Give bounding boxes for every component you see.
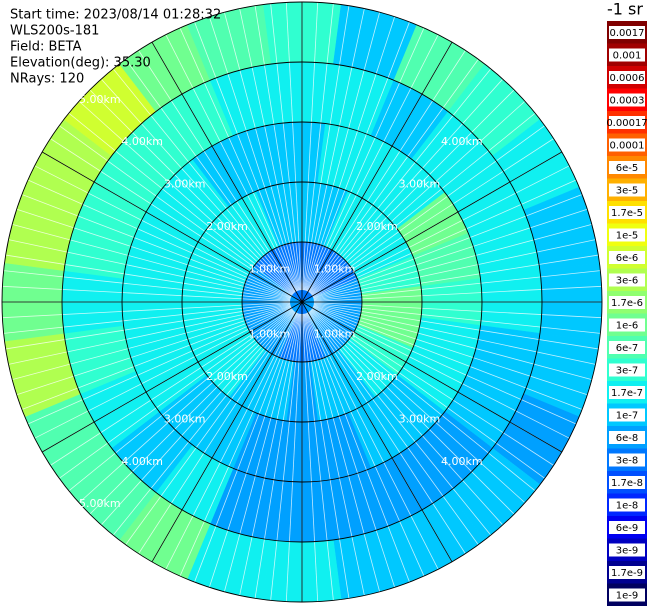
header-line: Field: BETA <box>10 40 82 55</box>
colorbar-label-box <box>609 363 645 377</box>
range-ring-label: 1.00km <box>249 262 291 275</box>
colorbar-label-box <box>609 228 645 242</box>
range-ring-label: 3.00km <box>164 178 206 191</box>
colorbar-label-box <box>609 408 645 422</box>
field <box>1 1 603 603</box>
range-ring <box>121 121 483 483</box>
colorbar-label-box <box>609 296 645 309</box>
range-ring-label: 2.00km <box>356 370 398 383</box>
colorbar-label: 1.7e-8 <box>611 478 643 489</box>
range-ring-label: 5.00km <box>79 93 121 106</box>
colorbar-label-box <box>609 386 645 399</box>
colorbar-label-box <box>609 161 645 174</box>
header-line: Start time: 2023/08/14 01:28:32 <box>10 8 221 23</box>
colorbar-label: 0.0017 <box>610 28 645 39</box>
colorbar-label: 1.7e-5 <box>611 208 643 219</box>
colorbar-label-box <box>609 71 645 84</box>
range-ring-label: 2.00km <box>356 220 398 233</box>
range-ring-label: 4.00km <box>121 135 163 148</box>
colorbar-label: 3e-6 <box>616 276 639 287</box>
colorbar-label: 1e-7 <box>616 411 639 422</box>
colorbar-label: 1e-8 <box>616 501 639 512</box>
header-line: NRays: 120 <box>10 72 84 87</box>
colorbar-label-box <box>609 318 645 332</box>
colorbar-label-box <box>609 116 645 129</box>
colorbar-label: 3e-5 <box>616 186 639 197</box>
colorbar-label-box <box>609 588 645 602</box>
range-ring <box>241 241 363 363</box>
range-ring-label: 2.00km <box>206 370 248 383</box>
header-line: Elevation(deg): 35.30 <box>10 56 151 71</box>
colorbar-label-box <box>609 341 645 354</box>
colorbar-label-box <box>609 183 645 197</box>
range-ring <box>181 181 423 423</box>
spoke <box>301 151 563 303</box>
colorbar-label-box <box>609 521 645 534</box>
colorbar-label: 6e-9 <box>616 523 639 534</box>
spoke <box>301 301 563 453</box>
colorbar-label-box <box>609 138 645 152</box>
range-ring-label: 3.00km <box>399 178 441 191</box>
colorbar-label: 1e-9 <box>616 591 639 602</box>
spoke <box>41 151 303 303</box>
range-ring-label: 4.00km <box>441 455 483 468</box>
colorbar-label: 6e-7 <box>616 343 639 354</box>
colorbar-label: 1e-5 <box>616 231 639 242</box>
spoke <box>151 301 303 563</box>
colorbar-label: 0.00017 <box>606 118 647 129</box>
colorbar-label-box <box>609 566 645 579</box>
colorbar-label-box <box>609 26 645 39</box>
range-ring-label: 1.00km <box>314 328 356 341</box>
colorbar-label: 1e-6 <box>616 321 639 332</box>
colorbar-label: 6e-5 <box>616 163 639 174</box>
header-line: WLS200s-181 <box>10 24 99 39</box>
colorbar-label-box <box>609 206 645 219</box>
colorbar-label: 0.001 <box>613 51 642 62</box>
colorbar-label: 0.0001 <box>610 141 645 152</box>
colorbar-label: 1.7e-9 <box>611 568 643 579</box>
spoke <box>41 301 303 453</box>
range-ring-label: 3.00km <box>164 412 206 425</box>
colorbar-label: 6e-6 <box>616 253 639 264</box>
colorbar-label-box <box>609 251 645 264</box>
spoke <box>151 41 303 303</box>
range-ring-label: 5.00km <box>79 497 121 510</box>
colorbar-label-box <box>609 453 645 467</box>
colorbar-label: 0.0006 <box>610 73 645 84</box>
range-ring-label: 2.00km <box>206 220 248 233</box>
colorbar-label: 6e-8 <box>616 433 639 444</box>
colorbar-label: 3e-9 <box>616 546 639 557</box>
colorbar-label-box <box>609 543 645 557</box>
colorbar-label-box <box>609 273 645 287</box>
colorbar: -1 sr 0.0017 0.001 0.0006 0.0003 0.00017 0.000… <box>606 0 647 606</box>
range-ring-label: 4.00km <box>121 455 163 468</box>
range-ring-label: 3.00km <box>399 412 441 425</box>
colorbar-title: -1 sr <box>607 0 643 19</box>
range-ring <box>1 1 603 603</box>
colorbar-label: 1.7e-6 <box>611 298 643 309</box>
colorbar-label-box <box>609 48 645 62</box>
colorbar-label: 1.7e-7 <box>611 388 643 399</box>
range-ring-label: 1.00km <box>249 328 291 341</box>
spoke <box>301 301 453 563</box>
colorbar-label: 3e-8 <box>616 456 639 467</box>
colorbar-label: 3e-7 <box>616 366 639 377</box>
overlay: 1.00km 1.00km 1.00km 1.00km 2.00km 2.00km 2.00… <box>1 1 603 603</box>
colorbar-label-box <box>609 476 645 489</box>
colorbar-label: 0.0003 <box>610 96 645 107</box>
colorbar-label-box <box>609 93 645 107</box>
spoke <box>301 41 453 303</box>
range-ring <box>61 61 543 543</box>
range-ring-label: 1.00km <box>314 262 356 275</box>
range-ring-label: 4.00km <box>441 135 483 148</box>
header: Start time: 2023/08/14 01:28:32WLS200s-1… <box>10 8 221 87</box>
colorbar-label-box <box>609 498 645 512</box>
colorbar-label-box <box>609 431 645 444</box>
